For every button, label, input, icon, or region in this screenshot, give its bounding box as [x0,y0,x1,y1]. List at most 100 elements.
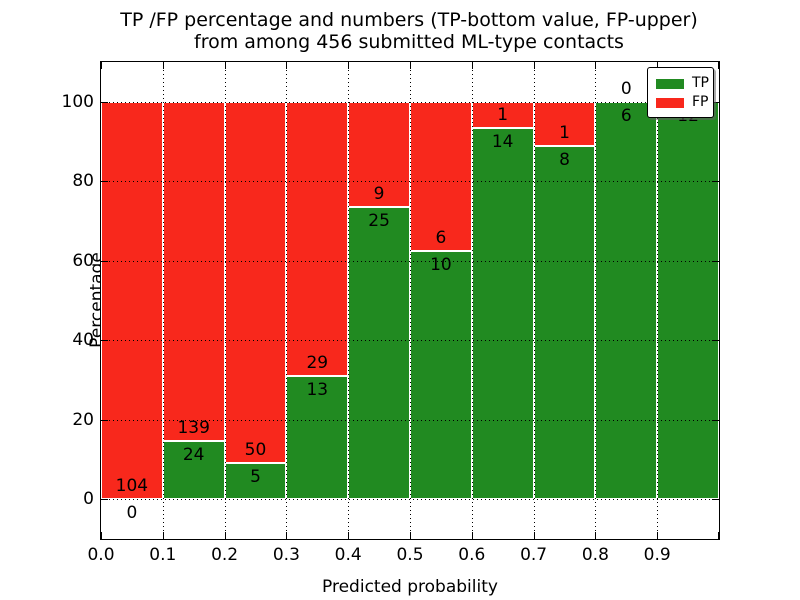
x-axis-tick-mark [410,532,411,539]
x-axis-tick-mark-top [718,62,719,69]
x-axis-tick-mark-top [162,62,164,69]
y-axis-tick-mark [101,181,108,183]
x-axis-tick-mark-top [533,62,535,69]
x-tick-label: 0.6 [458,545,486,565]
vertical-gridline [533,62,535,539]
y-axis-tick-mark [101,101,108,103]
x-axis-tick-mark-top [410,62,411,69]
tp-count-label: 6 [620,105,632,126]
tp-count-label: 10 [430,254,452,275]
x-tick-label: 0.9 [643,545,671,565]
x-axis-tick-mark [162,532,164,539]
fp-bar-segment [410,101,472,251]
y-axis-tick-mark [101,260,108,262]
tp-bar-segment [162,440,225,500]
vertical-gridline [224,62,226,539]
y-tick-label: 40 [72,330,94,351]
chart-title-line1: TP /FP percentage and numbers (TP-bottom… [120,9,698,31]
tp-count-label: 0 [126,503,138,524]
vertical-gridline [595,62,597,539]
y-axis-tick-mark [101,419,108,421]
x-tick-label: 0.4 [334,545,362,565]
x-axis-tick-mark-top [224,62,226,69]
vertical-gridline [410,62,411,539]
x-axis-tick-mark-top [595,62,597,69]
x-tick-label: 0.0 [87,545,115,565]
tp-count-label: 8 [559,149,570,170]
fp-count-label: 9 [373,183,385,204]
y-tick-label: 80 [72,171,94,192]
fp-count-label: 6 [435,227,447,248]
tp-count-label: 13 [306,380,329,401]
x-tick-label: 0.5 [396,545,424,565]
y-axis-tick-mark-right [712,340,719,342]
y-tick-label: 20 [72,409,94,430]
y-axis-tick-mark [101,340,108,342]
tp-bar-segment [410,250,472,500]
fp-bar-segment [101,101,163,500]
tp-count-label: 24 [182,444,205,465]
x-axis-tick-mark-top [101,62,102,69]
y-axis-tick-mark-right [712,419,719,421]
x-axis-tick-mark [101,532,102,539]
x-axis-tick-mark-top [286,62,288,69]
x-axis-tick-mark-top [471,62,473,69]
x-tick-label: 0.3 [272,545,300,565]
x-tick-label: 0.8 [581,545,609,565]
tp-bar-segment [533,145,596,500]
x-axis-label: Predicted probability [322,577,498,597]
legend-row-fp: FP [656,93,709,112]
tp-bar-segment [348,206,410,500]
vertical-gridline [162,62,164,539]
x-tick-label: 0.1 [149,545,177,565]
fp-count-label: 50 [244,440,267,461]
x-axis-tick-mark [595,532,597,539]
chart-title: TP /FP percentage and numbers (TP-bottom… [100,9,718,53]
y-tick-label: 100 [61,91,94,112]
legend-row-tp: TP [656,74,709,93]
x-tick-label: 0.7 [520,545,548,565]
fp-bar-segment [162,101,225,441]
y-axis-tick-mark-right [712,101,719,103]
x-axis-tick-mark [471,532,473,539]
y-axis-tick-mark-right [712,260,719,262]
tp-bar-segment [595,101,658,500]
fp-count-label: 139 [177,417,210,438]
y-axis-tick-mark [101,499,108,501]
tp-bar-segment [471,128,534,500]
tp-bar-segment [657,101,719,500]
y-tick-label: 0 [83,489,94,510]
plot-area: 10401392450529139256101141806012 TP FP P… [62,61,720,597]
x-axis-tick-mark-top [348,62,350,69]
tp-color-swatch [656,78,684,89]
tp-count-label: 5 [250,467,261,488]
vertical-gridline [657,62,659,539]
x-axis-tick-mark-top [657,62,659,69]
fp-bar-segment [224,101,287,464]
x-axis-tick-mark [657,532,659,539]
x-axis-tick-mark [286,532,288,539]
tp-count-label: 25 [368,210,390,231]
y-tick-label: 60 [72,250,94,271]
fp-bar-segment [286,101,349,377]
tp-count-label: 14 [491,132,514,153]
x-tick-label: 0.2 [211,545,239,565]
vertical-gridline [471,62,473,539]
fp-count-label: 104 [115,476,149,497]
tp-bar-segment [224,463,287,500]
fp-count-label: 1 [497,105,509,126]
y-axis-tick-mark-right [712,499,719,501]
vertical-gridline [348,62,350,539]
tp-bar-segment [286,376,349,500]
legend-label-tp: TP [692,75,709,91]
x-axis-tick-mark [718,532,719,539]
y-axis-tick-mark-right [712,181,719,183]
fp-count-label: 29 [306,353,329,374]
legend: TP FP [647,67,714,118]
vertical-gridline [286,62,288,539]
fp-count-label: 0 [620,78,632,99]
legend-label-fp: FP [692,94,709,110]
x-axis-tick-mark [348,532,350,539]
x-axis-tick-mark [533,532,535,539]
